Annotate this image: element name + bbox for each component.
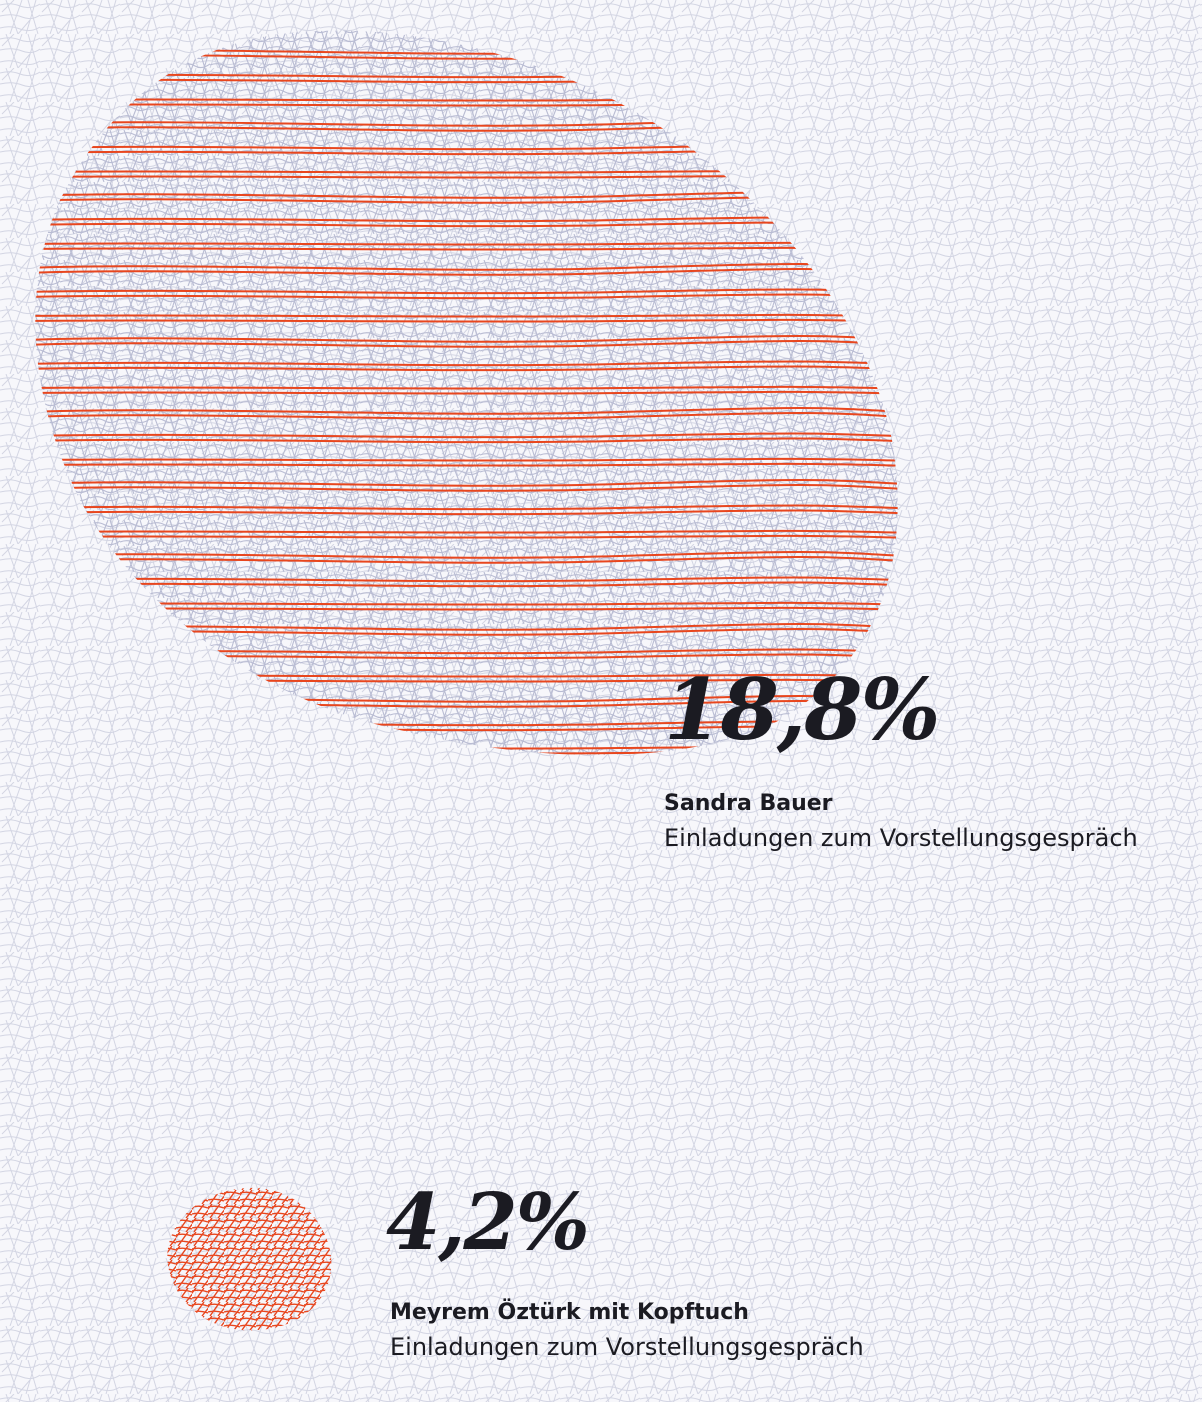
stripe bbox=[35, 601, 898, 606]
stripe bbox=[35, 437, 898, 444]
stripe bbox=[35, 529, 898, 534]
stripe bbox=[35, 406, 898, 415]
stripe bbox=[35, 550, 898, 559]
stripe bbox=[35, 313, 898, 318]
stripe bbox=[35, 606, 898, 611]
series-metric: Einladungen zum Vorstellungsgespräch bbox=[390, 1333, 864, 1361]
stripe bbox=[35, 432, 898, 439]
stripe bbox=[35, 411, 898, 420]
stripe bbox=[35, 390, 898, 395]
stripe bbox=[35, 509, 898, 516]
stripe bbox=[35, 462, 898, 467]
stripe bbox=[35, 483, 898, 492]
series-label-sandra-bauer: Sandra Bauer Einladungen zum Vorstellung… bbox=[664, 787, 1138, 855]
stripe bbox=[35, 478, 898, 487]
stripe bbox=[35, 534, 898, 539]
stripe bbox=[35, 555, 898, 564]
stripe bbox=[35, 339, 898, 348]
stripe bbox=[35, 504, 898, 511]
value-label-meyrem-oeztuerk: 4,2% bbox=[386, 1177, 590, 1268]
series-metric: Einladungen zum Vorstellungsgespräch bbox=[664, 824, 1138, 852]
series-name: Meyrem Öztürk mit Kopftuch bbox=[390, 1300, 749, 1325]
stripe bbox=[35, 360, 898, 367]
stripe bbox=[35, 576, 898, 583]
series-name: Sandra Bauer bbox=[664, 791, 833, 816]
stripe bbox=[35, 581, 898, 588]
value-shape-2 bbox=[167, 1187, 332, 1331]
series-label-meyrem-oeztuerk: Meyrem Öztürk mit Kopftuch Einladungen z… bbox=[390, 1296, 864, 1364]
stripe bbox=[35, 334, 898, 343]
stripe bbox=[35, 365, 898, 372]
value-label-sandra-bauer: 18,8% bbox=[664, 660, 940, 759]
stripe bbox=[35, 457, 898, 462]
stripe bbox=[35, 318, 898, 323]
stripe bbox=[35, 385, 898, 390]
